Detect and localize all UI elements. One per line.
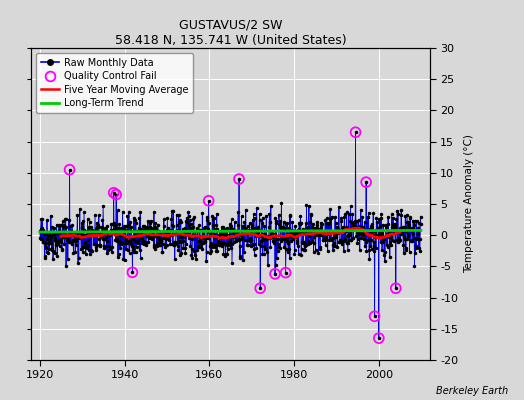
Title: GUSTAVUS/2 SW
58.418 N, 135.741 W (United States): GUSTAVUS/2 SW 58.418 N, 135.741 W (Unite… (115, 19, 346, 47)
Point (256, 285, 265, 292)
Legend: Raw Monthly Data, Quality Control Fail, Five Year Moving Average, Long-Term Tren: Raw Monthly Data, Quality Control Fail, … (36, 53, 193, 113)
Point (362, 179, 370, 185)
Point (235, 176, 243, 182)
Point (370, 313, 379, 320)
Point (281, 270, 290, 276)
Point (375, 335, 383, 341)
Text: Berkeley Earth: Berkeley Earth (436, 386, 508, 396)
Point (66, 166, 74, 173)
Point (110, 190, 118, 196)
Point (352, 129, 360, 136)
Point (391, 285, 400, 292)
Point (112, 192, 121, 198)
Point (271, 271, 279, 277)
Point (204, 198, 213, 204)
Y-axis label: Temperature Anomaly (°C): Temperature Anomaly (°C) (464, 134, 474, 274)
Point (128, 269, 137, 276)
